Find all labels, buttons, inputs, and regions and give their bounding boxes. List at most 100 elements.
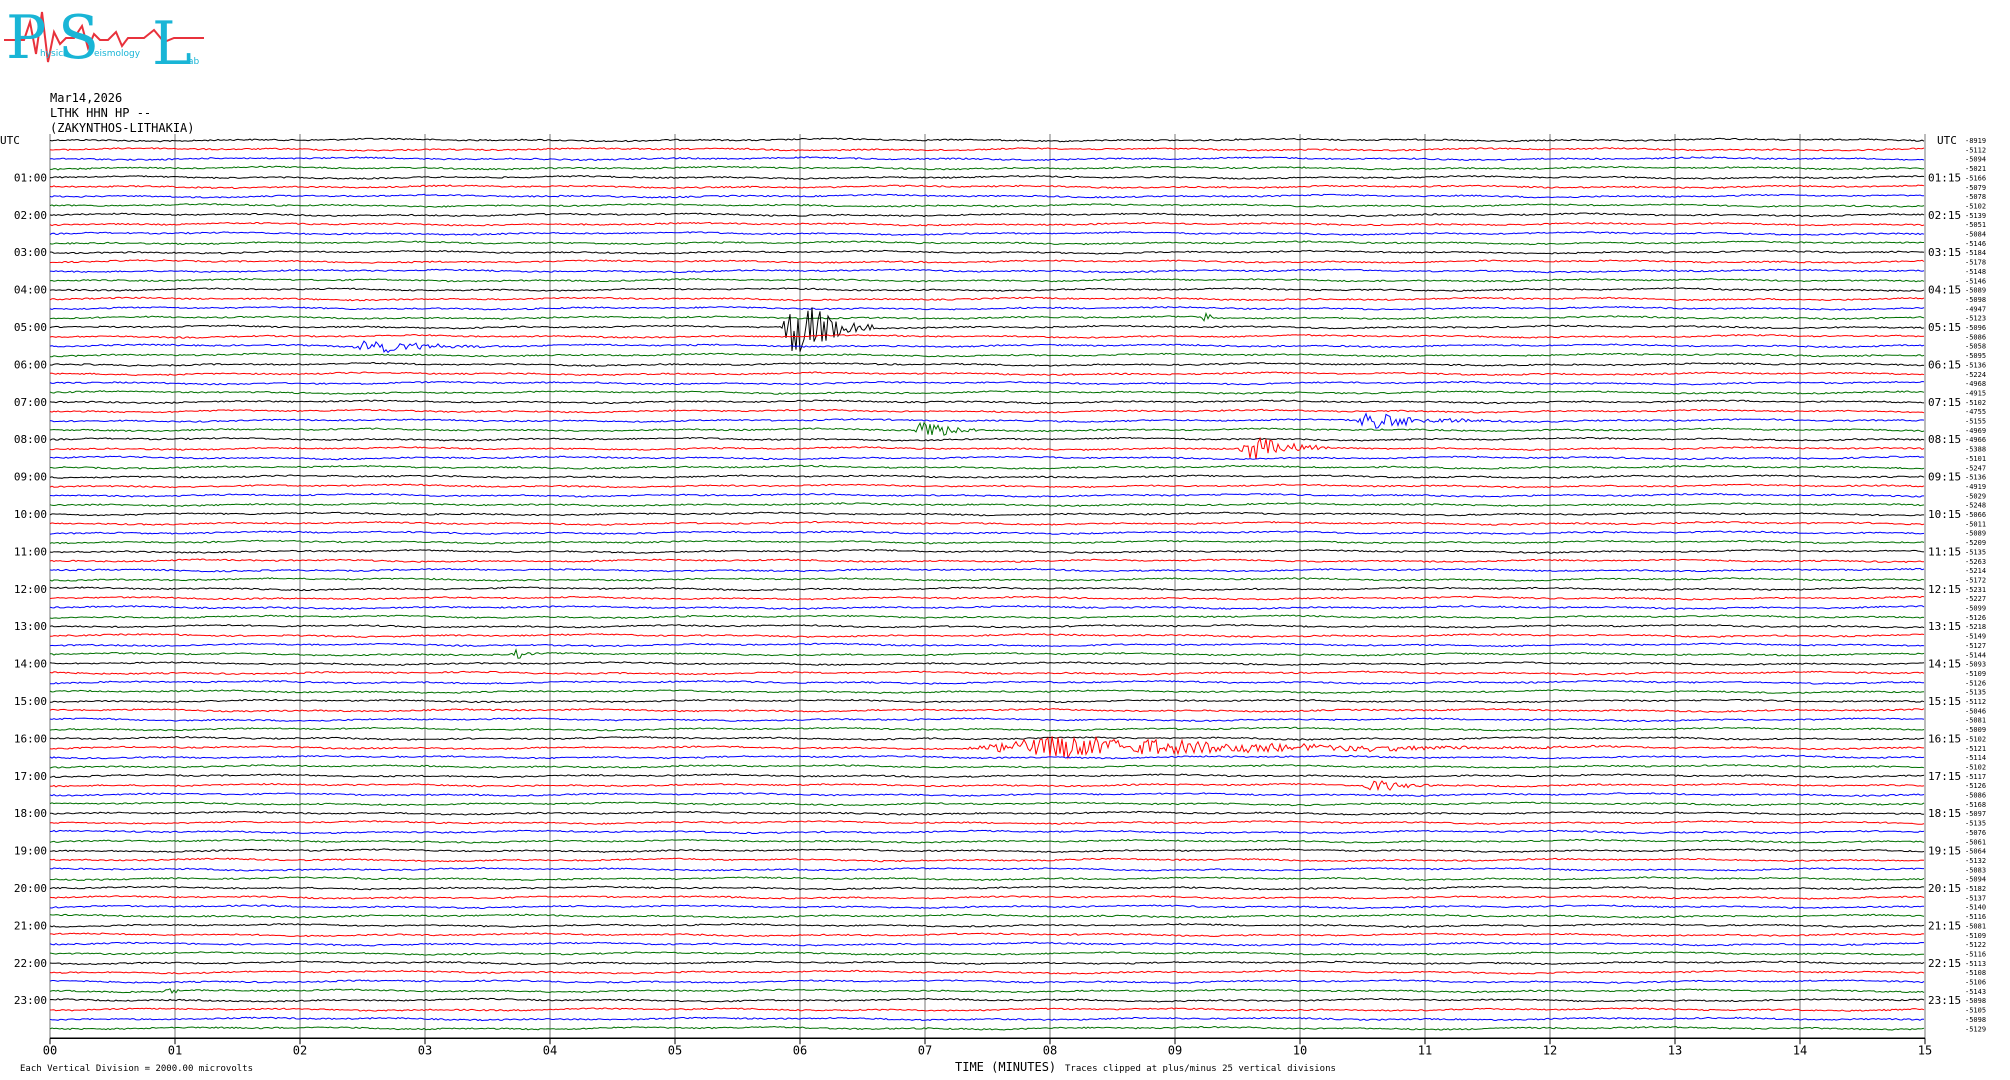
left-hour-label: 07:00: [14, 396, 47, 409]
seismic-trace: [49, 614, 1925, 620]
trace-mean-label: -5126: [1965, 782, 1986, 790]
trace-mean-label: -4969: [1965, 427, 1986, 435]
seismic-trace: [49, 307, 1925, 352]
left-hour-label: 16:00: [14, 732, 47, 745]
trace-mean-label: -5122: [1965, 941, 1986, 949]
trace-mean-label: -5146: [1965, 277, 1986, 285]
left-hour-label: 22:00: [14, 957, 47, 970]
seismic-trace: [49, 1007, 1925, 1012]
trace-mean-label: -5168: [1965, 801, 1986, 809]
seismic-trace: [49, 421, 1925, 436]
x-tick-label: 11: [1418, 1043, 1432, 1057]
seismic-trace: [49, 305, 1925, 311]
trace-mean-label: -5021: [1965, 165, 1986, 173]
seismic-trace: [49, 960, 1925, 966]
seismic-trace: [49, 137, 1925, 143]
seismic-trace: [49, 689, 1925, 695]
right-hour-label: 10:15: [1928, 508, 1961, 521]
left-hour-label: 05:00: [14, 321, 47, 334]
trace-mean-label: -5114: [1965, 754, 1986, 762]
trace-mean-label: -5121: [1965, 745, 1986, 753]
trace-mean-label: -5009: [1965, 726, 1986, 734]
trace-mean-label: -5078: [1965, 193, 1986, 201]
left-utc-label: UTC: [0, 134, 20, 147]
trace-mean-label: -5116: [1965, 913, 1986, 921]
seismic-trace: [49, 567, 1925, 573]
seismic-trace: [49, 736, 1925, 741]
trace-mean-label: -5172: [1965, 576, 1986, 584]
left-hour-label: 15:00: [14, 695, 47, 708]
trace-mean-label: -5011: [1965, 520, 1986, 528]
logo-seismic-trace: [4, 11, 204, 63]
x-tick-label: 12: [1543, 1043, 1557, 1057]
left-hour-label: 19:00: [14, 845, 47, 858]
trace-mean-label: -5137: [1965, 894, 1986, 902]
seismic-trace: [50, 698, 1925, 704]
right-hour-label: 22:15: [1928, 957, 1961, 970]
seismic-trace: [49, 642, 1925, 648]
left-hour-label: 01:00: [14, 171, 47, 184]
seismic-trace: [49, 577, 1925, 582]
left-hour-label: 12:00: [14, 583, 47, 596]
seismic-trace: [49, 726, 1925, 732]
left-hour-label: 17:00: [14, 770, 47, 783]
trace-mean-label: -5079: [1965, 184, 1986, 192]
trace-mean-label: -4919: [1965, 483, 1986, 491]
seismic-trace: [49, 735, 1924, 760]
seismic-trace: [49, 754, 1925, 760]
right-hour-label: 05:15: [1928, 321, 1961, 334]
seismic-trace: [49, 464, 1925, 470]
seismic-trace: [49, 866, 1924, 872]
seismic-trace: [49, 380, 1925, 386]
trace-mean-label: -8919: [1965, 137, 1986, 145]
station-location: (ZAKYNTHOS-LITHAKIA): [50, 121, 195, 135]
trace-mean-label: -5094: [1965, 156, 1986, 164]
trace-mean-label: -5098: [1965, 296, 1986, 304]
logo-letter-p: P: [6, 3, 46, 72]
station-channel: LTHK HHN HP --: [50, 106, 152, 120]
right-utc-label: UTC: [1937, 134, 1957, 147]
trace-mean-label: -5081: [1965, 717, 1986, 725]
right-hour-label: 17:15: [1928, 770, 1961, 783]
seismic-trace: [49, 792, 1925, 797]
trace-mean-label: -5132: [1965, 857, 1986, 865]
seismic-trace: [50, 165, 1925, 171]
seismic-trace: [49, 820, 1925, 825]
x-tick-label: 07: [918, 1043, 932, 1057]
left-hour-label: 03:00: [14, 246, 47, 259]
seismic-trace: [49, 231, 1925, 236]
trace-mean-label: -5093: [1965, 661, 1986, 669]
seismic-trace: [49, 857, 1925, 863]
seismic-trace: [49, 923, 1925, 928]
trace-mean-label: -5099: [1965, 605, 1986, 613]
seismic-trace: [49, 708, 1925, 713]
trace-mean-label: -5081: [1965, 922, 1986, 930]
seismic-trace: [49, 352, 1925, 358]
seismic-trace: [49, 333, 1925, 339]
seismic-trace: [49, 436, 1925, 442]
x-axis-label: TIME (MINUTES): [955, 1060, 1056, 1074]
trace-mean-label: -5117: [1965, 773, 1986, 781]
seismic-trace: [49, 1025, 1925, 1031]
right-hour-label: 19:15: [1928, 845, 1961, 858]
trace-mean-label: -5084: [1965, 231, 1986, 239]
seismic-trace: [49, 951, 1925, 956]
trace-group: [49, 137, 1925, 1031]
trace-mean-label: -5029: [1965, 492, 1986, 500]
right-hour-label: 08:15: [1928, 433, 1961, 446]
seismic-trace: [49, 895, 1925, 900]
trace-mean-label: -5086: [1965, 792, 1986, 800]
trace-mean-label: -5126: [1965, 679, 1986, 687]
trace-mean-label: -5146: [1965, 240, 1986, 248]
seismic-trace: [49, 623, 1925, 629]
seismic-trace: [49, 904, 1925, 910]
left-hour-label: 20:00: [14, 882, 47, 895]
trace-mean-label: -4755: [1965, 408, 1986, 416]
right-hour-label: 16:15: [1928, 732, 1961, 745]
x-tick-label: 01: [168, 1043, 182, 1057]
right-hour-label: 09:15: [1928, 471, 1961, 484]
axis-labels: 00 01 02 03 04 05 06 07 08 09 10 11 12 13 14 15-8919-51…: [0, 134, 1986, 1057]
seismic-trace: [49, 586, 1925, 592]
left-hour-label: 08:00: [14, 433, 47, 446]
